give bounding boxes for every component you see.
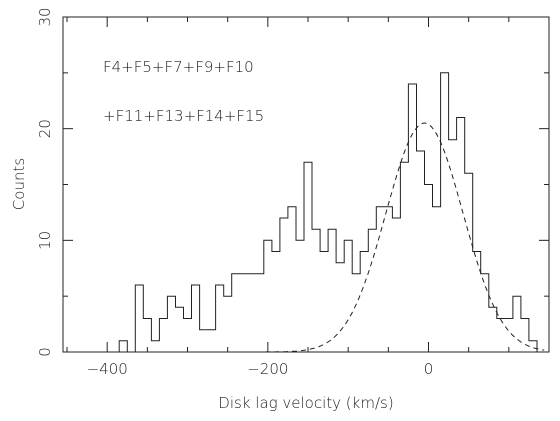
y-axis-label: Counts [10, 158, 28, 210]
y-tick-label: 0 [36, 347, 54, 357]
x-tick-label: −400 [87, 360, 128, 378]
y-tick-label: 10 [36, 231, 54, 250]
x-axis-label: Disk lag velocity (km/s) [218, 394, 393, 412]
annotation-line-2: +F11+F13+F14+F15 [103, 107, 264, 125]
x-tick-label: −200 [247, 360, 288, 378]
annotation-line-1: F4+F5+F7+F9+F10 [103, 58, 254, 76]
histogram-steps [63, 72, 545, 353]
y-tick-label: 30 [36, 7, 54, 26]
y-tick-label: 20 [36, 119, 54, 138]
x-tick-label: 0 [424, 360, 434, 378]
tick-labels: −400 −200 0 0 10 20 30 [36, 7, 433, 378]
gaussian-fit-curve [67, 122, 545, 353]
